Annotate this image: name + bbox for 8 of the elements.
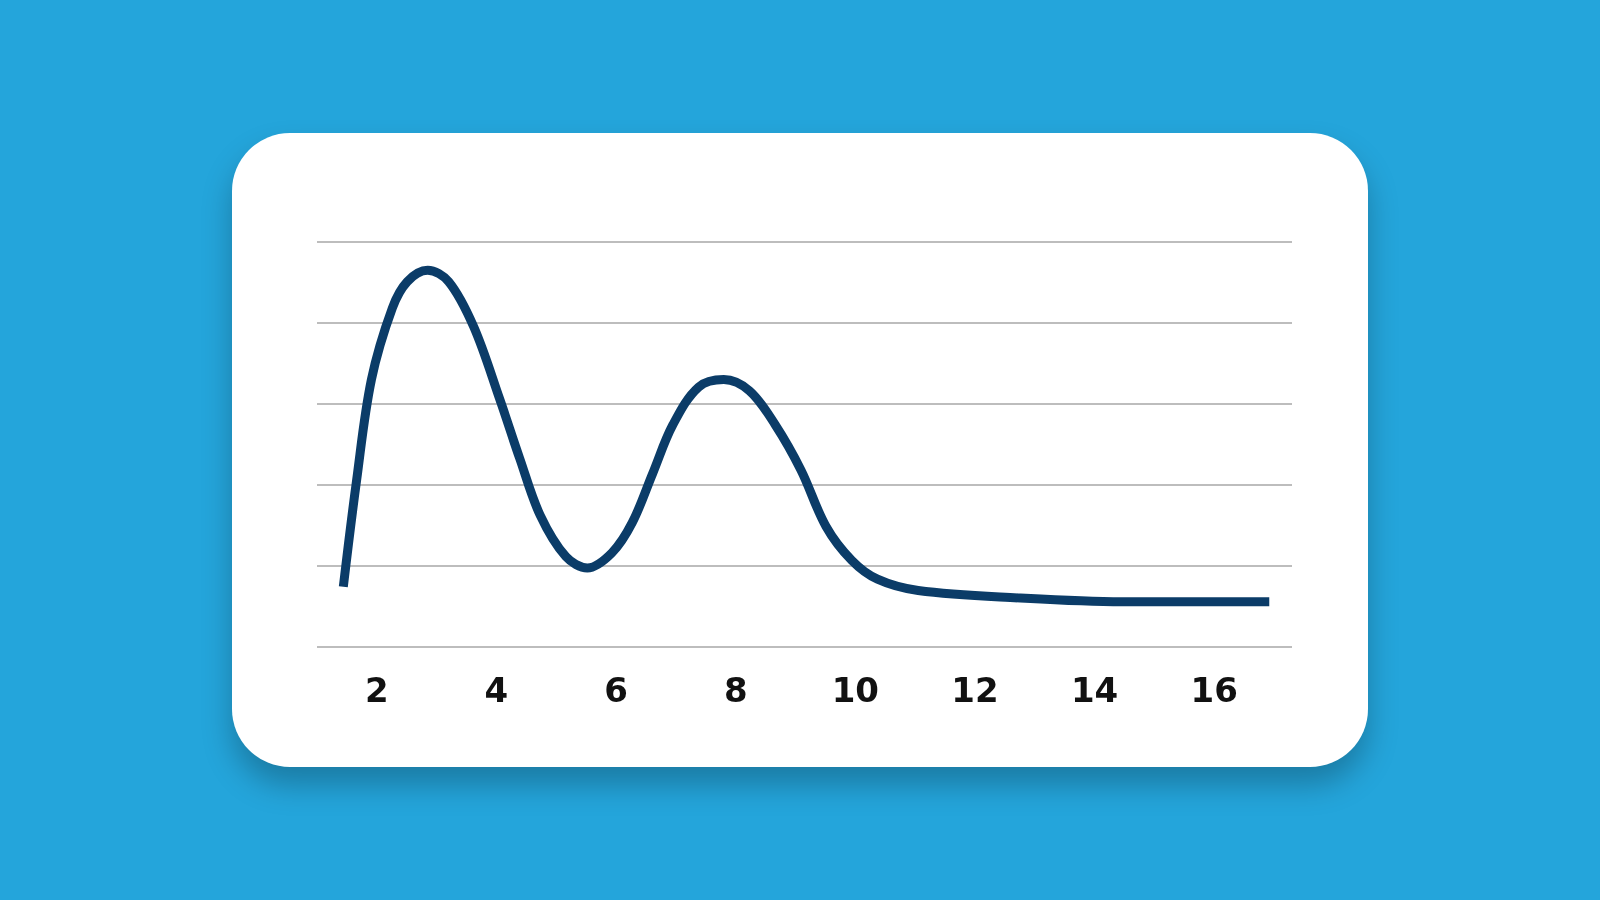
x-tick-label: 12 — [951, 670, 999, 710]
x-tick-label: 6 — [604, 670, 628, 710]
x-tick-label: 10 — [831, 670, 880, 710]
x-tick-label: 16 — [1190, 670, 1238, 710]
x-tick-label: 2 — [364, 670, 389, 710]
x-tick-label: 14 — [1070, 670, 1119, 710]
x-tick-label: 4 — [484, 670, 509, 710]
x-tick-label: 8 — [723, 670, 748, 710]
